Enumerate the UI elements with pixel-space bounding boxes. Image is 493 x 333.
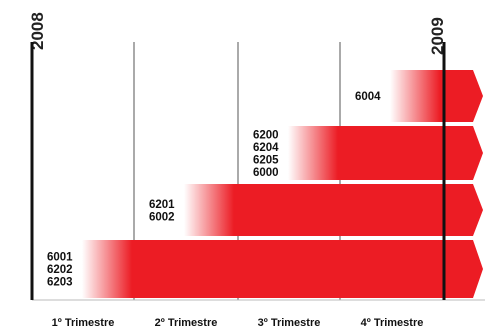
bar-code-label: 6200 [253,129,279,141]
bar-code-label: 6204 [253,142,279,154]
year-2009-label: 2009 [428,17,447,55]
quarter-label: 4º Trimestre [361,317,424,329]
bar-code-label: 6004 [355,91,381,103]
quarter-label: 3º Trimestre [258,317,321,329]
bar-code-label: 6002 [149,211,175,223]
timeline-bar [42,240,483,298]
quarter-label: 1º Trimestre [52,317,115,329]
quarter-label: 2º Trimestre [155,317,218,329]
bar-code-label: 6201 [149,199,175,211]
year-2008-label: 2008 [28,12,47,50]
bar-code-label: 6205 [253,154,279,166]
timeline-bar [248,126,483,180]
timeline-bar [144,184,483,236]
bar-code-label: 6202 [47,264,73,276]
bar-code-label: 6000 [253,167,279,179]
bar-code-label: 6203 [47,277,73,289]
timeline-bar [350,70,483,122]
bar-code-label: 6001 [47,252,73,264]
